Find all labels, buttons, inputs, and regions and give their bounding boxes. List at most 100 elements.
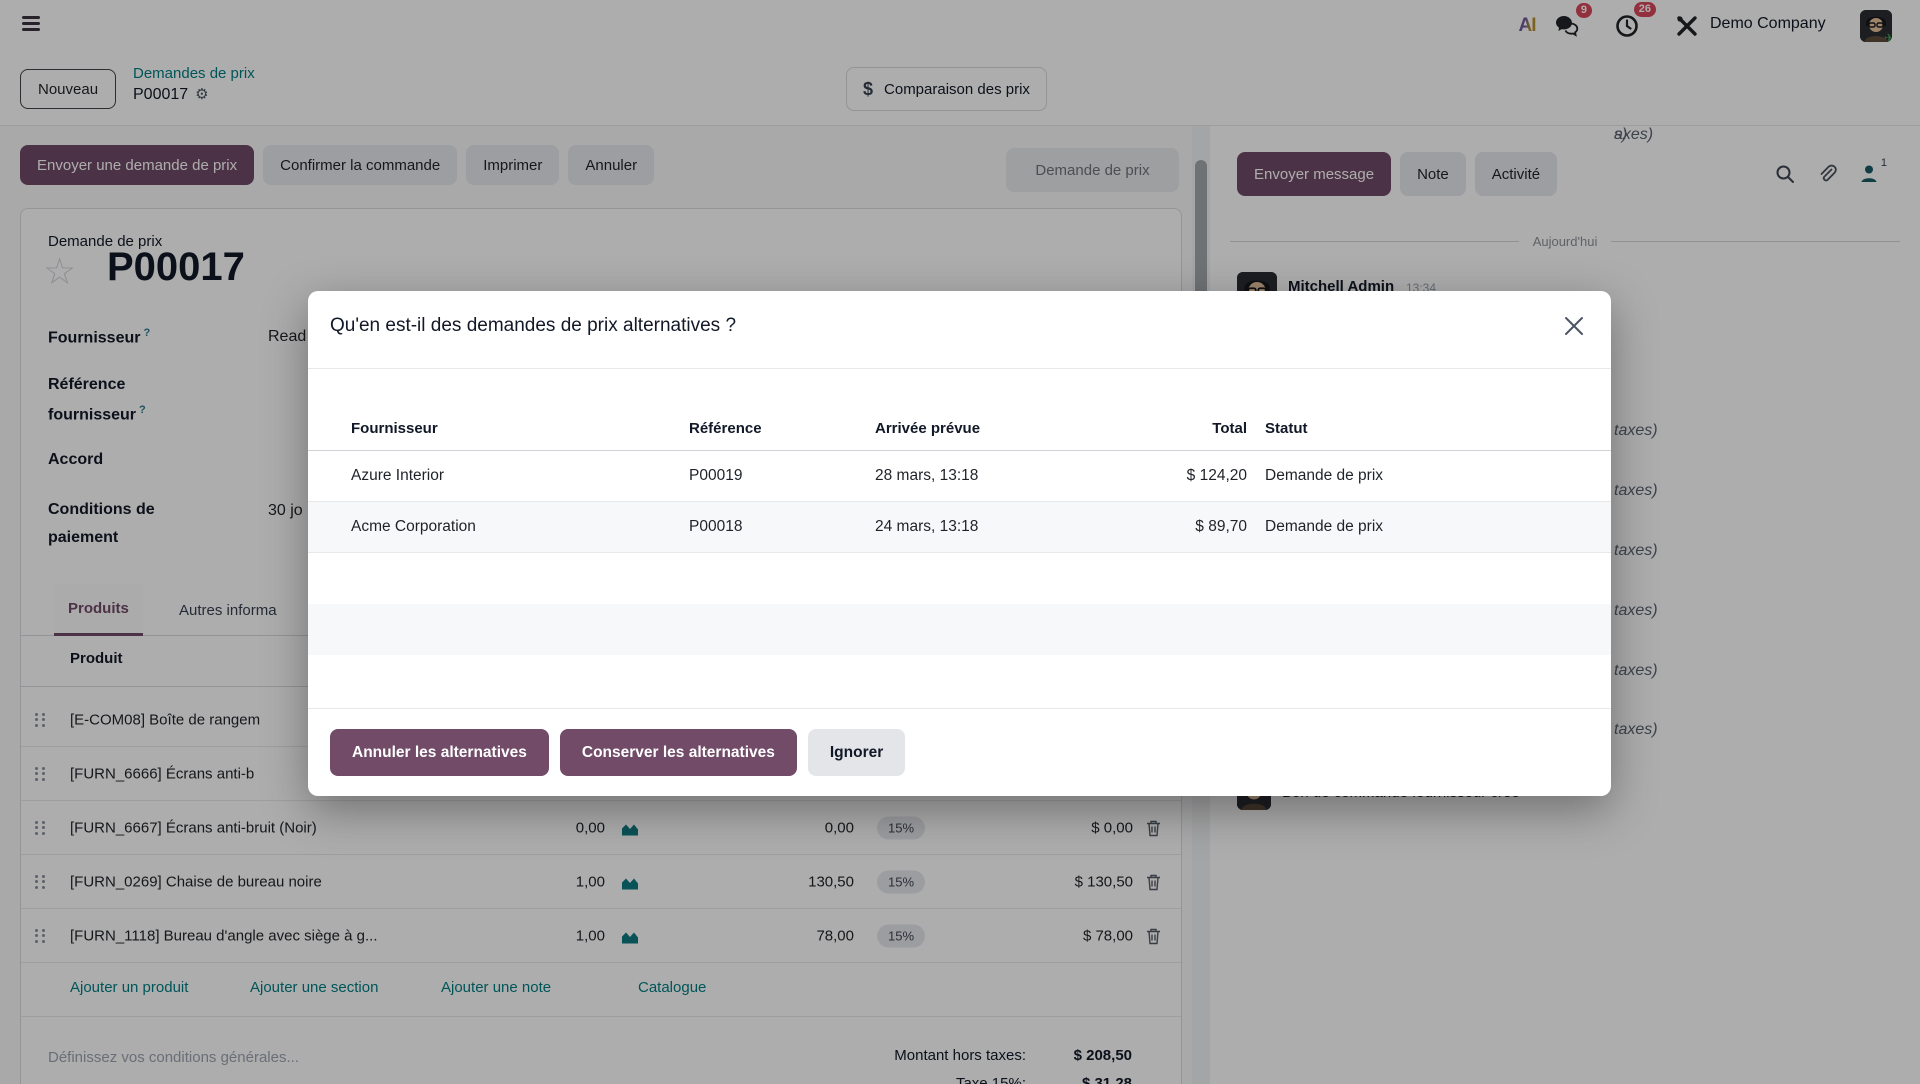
- column-header-status: Statut: [1265, 420, 1308, 437]
- unit-price-cell[interactable]: 130,50: [808, 873, 854, 890]
- quantity-cell[interactable]: 1,00: [575, 873, 605, 890]
- breadcrumb-link[interactable]: Demandes de prix: [133, 65, 255, 82]
- send-rfq-button[interactable]: Envoyer une demande de prix: [20, 145, 255, 185]
- breadcrumb: Demandes de prix P00017 ⚙: [133, 64, 255, 106]
- untaxed-total-value: $ 208,50: [1073, 1047, 1132, 1064]
- alternatives-dialog: Qu'en est-il des demandes de prix altern…: [308, 291, 1611, 796]
- message-fragment: taxes): [1614, 422, 1658, 439]
- followers-count: 1: [1880, 157, 1887, 169]
- subtotal-cell: $ 0,00: [1091, 819, 1133, 836]
- search-icon[interactable]: [1775, 164, 1795, 184]
- message-fragment: taxes): [1614, 482, 1658, 499]
- keep-alternatives-button[interactable]: Conserver les alternatives: [559, 729, 797, 776]
- catalog-link[interactable]: Catalogue: [638, 979, 707, 996]
- arrival-cell: 24 mars, 13:18: [875, 518, 979, 535]
- alternative-row[interactable]: Acme Corporation P00018 24 mars, 13:18 $…: [308, 502, 1611, 553]
- alternatives-table-header: Fournisseur Référence Arrivée prévue Tot…: [308, 369, 1611, 451]
- row-drag-handle[interactable]: [35, 712, 45, 727]
- activities-icon[interactable]: 26: [1612, 2, 1656, 41]
- company-name[interactable]: Demo Company: [1710, 15, 1826, 32]
- status-cell: Demande de prix: [1265, 467, 1384, 484]
- dialog-footer: Annuler les alternatives Conserver les a…: [308, 708, 1611, 796]
- favorite-star-icon[interactable]: ☆: [43, 251, 77, 292]
- row-drag-handle[interactable]: [35, 766, 45, 781]
- delete-row-icon[interactable]: [1146, 873, 1161, 890]
- user-avatar[interactable]: ✈: [1860, 10, 1892, 42]
- product-name: [FURN_6667] Écrans anti-bruit (Noir): [70, 819, 317, 836]
- alternative-row[interactable]: Azure Interior P00019 28 mars, 13:18 $ 1…: [308, 451, 1611, 502]
- column-header-total: Total: [1212, 420, 1247, 437]
- forecast-chart-icon[interactable]: [621, 820, 639, 835]
- vendor-field-value[interactable]: Read: [268, 328, 307, 345]
- message-fragment: taxes): [1614, 721, 1658, 738]
- ai-icon[interactable]: AI: [1518, 15, 1537, 36]
- payment-terms-label-line2: paiement: [48, 529, 119, 546]
- cancel-button[interactable]: Annuler: [568, 145, 655, 185]
- quantity-cell[interactable]: 0,00: [575, 819, 605, 836]
- payment-terms-label-line1: Conditions de: [48, 501, 155, 518]
- empty-row: [308, 553, 1611, 604]
- reference-cell: P00019: [689, 467, 743, 484]
- product-row[interactable]: [FURN_0269] Chaise de bureau noire 1,00 …: [21, 855, 1181, 909]
- activities-badge: 26: [1633, 2, 1656, 17]
- add-section-link[interactable]: Ajouter une section: [250, 979, 379, 996]
- row-drag-handle[interactable]: [35, 874, 45, 889]
- confirm-order-button[interactable]: Confirmer la commande: [263, 145, 458, 185]
- tax-badge: 15%: [877, 870, 926, 893]
- forecast-chart-icon[interactable]: [621, 874, 639, 889]
- terms-placeholder[interactable]: Définissez vos conditions générales...: [48, 1049, 299, 1066]
- vendor-ref-field-label-line2: fournisseur?: [48, 404, 146, 424]
- breadcrumb-current: P00017: [133, 86, 189, 103]
- row-drag-handle[interactable]: [35, 928, 45, 943]
- attachment-icon[interactable]: [1817, 164, 1838, 184]
- message-fragment: taxes): [1614, 602, 1658, 619]
- add-product-link[interactable]: Ajouter un produit: [70, 979, 189, 996]
- messages-icon[interactable]: 9: [1552, 3, 1592, 41]
- add-note-link[interactable]: Ajouter une note: [441, 979, 552, 996]
- note-button[interactable]: Note: [1400, 152, 1466, 196]
- help-icon: ?: [143, 327, 151, 339]
- untaxed-total-label: Montant hors taxes:: [894, 1047, 1026, 1064]
- delete-row-icon[interactable]: [1146, 819, 1161, 836]
- print-button[interactable]: Imprimer: [466, 145, 560, 185]
- product-row[interactable]: [FURN_1118] Bureau d'angle avec siège à …: [21, 909, 1181, 963]
- tax-badge: 15%: [877, 924, 926, 947]
- product-row[interactable]: [FURN_6667] Écrans anti-bruit (Noir) 0,0…: [21, 801, 1181, 855]
- top-navbar: AI 9 26 Demo Company ✈: [0, 0, 1920, 52]
- control-panel: Nouveau Demandes de prix P00017 ⚙ $ Compa…: [0, 52, 1920, 166]
- messages-badge: 9: [1575, 3, 1592, 18]
- tools-icon[interactable]: [1672, 11, 1702, 41]
- row-drag-handle[interactable]: [35, 820, 45, 835]
- forecast-chart-icon[interactable]: [621, 928, 639, 943]
- hamburger-menu-icon[interactable]: [22, 16, 44, 36]
- message-fragment: taxes): [1614, 662, 1658, 679]
- product-name: [FURN_6666] Écrans anti-b: [70, 765, 255, 782]
- payment-terms-value[interactable]: 30 jo: [268, 502, 303, 519]
- tab-other-info[interactable]: Autres informa: [179, 601, 277, 619]
- chatter-icons: 1: [1775, 157, 1887, 184]
- delete-row-icon[interactable]: [1146, 927, 1161, 944]
- cancel-alternatives-button[interactable]: Annuler les alternatives: [330, 729, 549, 776]
- product-row[interactable]: [FURN_6666] Écrans anti-b: [21, 747, 1181, 801]
- vendor-cell: Azure Interior: [351, 467, 445, 484]
- ignore-button[interactable]: Ignorer: [807, 729, 906, 776]
- settings-gear-icon[interactable]: ⚙: [195, 86, 209, 103]
- dialog-close-icon[interactable]: [1561, 313, 1587, 339]
- quantity-cell[interactable]: 1,00: [575, 927, 605, 944]
- followers-icon[interactable]: 1: [1860, 157, 1887, 184]
- product-name: [FURN_0269] Chaise de bureau noire: [70, 873, 322, 890]
- unit-price-cell[interactable]: 78,00: [816, 927, 854, 944]
- table-footer-links: Ajouter un produit Ajouter une section A…: [21, 963, 1181, 1017]
- send-message-button[interactable]: Envoyer message: [1237, 152, 1392, 196]
- unit-price-cell[interactable]: 0,00: [824, 819, 854, 836]
- date-divider: Aujourd'hui: [1230, 234, 1900, 249]
- column-header-product: Produit: [70, 650, 123, 667]
- doc-type-label: Demande de prix: [48, 233, 163, 250]
- activity-button[interactable]: Activité: [1474, 152, 1558, 196]
- status-badge[interactable]: Demande de prix: [1006, 148, 1179, 192]
- price-comparison-button[interactable]: $ Comparaison des prix: [846, 67, 1047, 111]
- message-author[interactable]: Mitchell Admin: [1288, 278, 1395, 295]
- agreement-field-label: Accord: [48, 451, 104, 468]
- tab-products[interactable]: Produits: [54, 584, 143, 636]
- new-button[interactable]: Nouveau: [20, 69, 117, 109]
